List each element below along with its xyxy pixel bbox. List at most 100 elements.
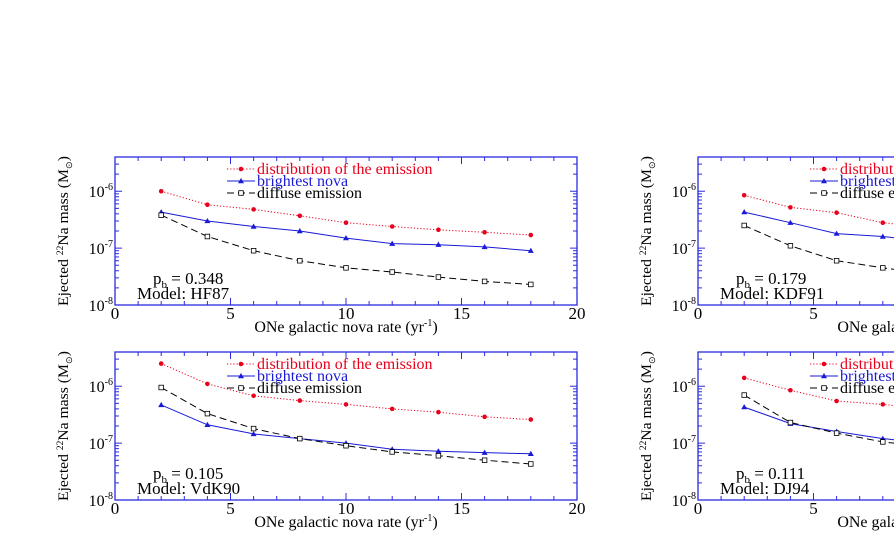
data-point <box>343 220 349 225</box>
x-tick-label: 5 <box>226 304 235 323</box>
y-tick-label: 10-6 <box>672 377 696 396</box>
x-tick-label: 0 <box>694 304 703 323</box>
series-line <box>161 190 531 236</box>
legend-label: brightest nova <box>257 368 348 385</box>
x-tick-label: 10 <box>338 499 355 518</box>
data-point <box>158 401 165 408</box>
data-point <box>787 419 794 426</box>
y-tick-label: 10-8 <box>672 296 696 315</box>
data-point <box>527 247 534 253</box>
legend-marker <box>238 178 244 184</box>
data-point <box>297 258 303 264</box>
data-point <box>833 430 840 436</box>
data-point <box>158 212 164 218</box>
legend-marker <box>821 373 827 379</box>
series-2 <box>158 209 534 253</box>
series-line <box>160 387 531 465</box>
data-point <box>389 406 395 412</box>
data-point <box>297 398 303 403</box>
x-tick-label: 10 <box>338 304 355 323</box>
x-tick-label: 15 <box>453 499 470 518</box>
data-point <box>435 453 442 459</box>
data-point <box>741 222 747 229</box>
y-axis-label: Ejected 22Na mass (M⊙) <box>638 351 657 501</box>
data-point <box>481 457 488 463</box>
data-point <box>251 393 256 399</box>
data-point <box>880 402 886 407</box>
data-point <box>879 233 886 239</box>
legend-label: diffuse emission <box>840 380 894 397</box>
data-point <box>527 450 534 456</box>
legend-label: brightest nova <box>840 173 894 190</box>
data-point <box>389 224 395 229</box>
data-point <box>833 230 840 236</box>
model-label: Model: VdK90 <box>137 479 240 498</box>
data-point <box>389 269 395 275</box>
legend-marker <box>238 361 244 367</box>
data-point <box>250 248 257 254</box>
legend-marker <box>238 385 244 391</box>
data-point <box>158 361 164 366</box>
series-1 <box>741 192 894 225</box>
series-line <box>744 211 894 239</box>
legend-marker <box>821 178 827 184</box>
data-point <box>482 229 487 235</box>
legend-label: brightest nova <box>257 173 348 190</box>
legend-label: brightest nova <box>840 368 894 385</box>
data-point <box>528 281 534 288</box>
data-point <box>343 443 349 449</box>
data-point <box>158 384 164 391</box>
legend-marker <box>238 190 244 196</box>
data-point <box>741 209 748 215</box>
data-point <box>436 409 441 415</box>
data-point <box>528 461 534 467</box>
model-label: Model: DJ94 <box>720 479 810 498</box>
data-point <box>436 227 441 233</box>
legend-label: diffuse emission <box>257 380 362 397</box>
legend-marker <box>238 373 244 379</box>
y-tick-label: 10-7 <box>89 239 113 258</box>
pb-annotation: pb = 0.111 <box>736 464 805 486</box>
x-tick-label: 15 <box>453 304 470 323</box>
data-point <box>250 430 257 437</box>
x-tick-label: 0 <box>111 499 120 518</box>
x-tick-label: 5 <box>226 499 235 518</box>
data-point <box>343 235 349 241</box>
series-1 <box>158 188 534 238</box>
series-2 <box>741 209 894 239</box>
legend-label: diffuse emission <box>840 185 894 202</box>
legend-label: distribution of the emission <box>840 161 894 178</box>
series-3 <box>741 222 894 271</box>
x-axis-label: ONe galactic nova rate (yr-1) <box>837 513 894 531</box>
legend-marker <box>821 361 827 367</box>
series-3 <box>158 384 534 467</box>
x-axis-label: ONe galactic nova rate (yr-1) <box>837 318 894 336</box>
data-point <box>205 202 210 207</box>
legend-marker <box>238 166 244 172</box>
data-point <box>481 278 488 285</box>
y-tick-label: 10-6 <box>89 377 113 396</box>
data-point <box>297 435 303 442</box>
data-point <box>482 414 487 420</box>
model-label: Model: KDF91 <box>720 284 824 303</box>
data-point <box>204 421 211 427</box>
data-point <box>528 417 534 422</box>
data-point <box>204 217 211 224</box>
legend-label: distribution of the emission <box>840 356 894 373</box>
data-point <box>343 402 349 407</box>
legend-label: distribution of the emission <box>257 356 433 373</box>
series-2 <box>741 404 894 441</box>
y-tick-label: 10-8 <box>672 491 696 510</box>
x-tick-label: 20 <box>569 304 586 323</box>
x-tick-label: 0 <box>111 304 120 323</box>
y-tick-label: 10-6 <box>672 182 696 201</box>
data-point <box>833 258 840 264</box>
series-line <box>744 406 894 441</box>
series-3 <box>158 212 534 288</box>
data-point <box>788 387 793 393</box>
y-tick-label: 10-7 <box>89 434 113 453</box>
legend-marker <box>821 385 827 391</box>
data-point <box>741 192 747 198</box>
